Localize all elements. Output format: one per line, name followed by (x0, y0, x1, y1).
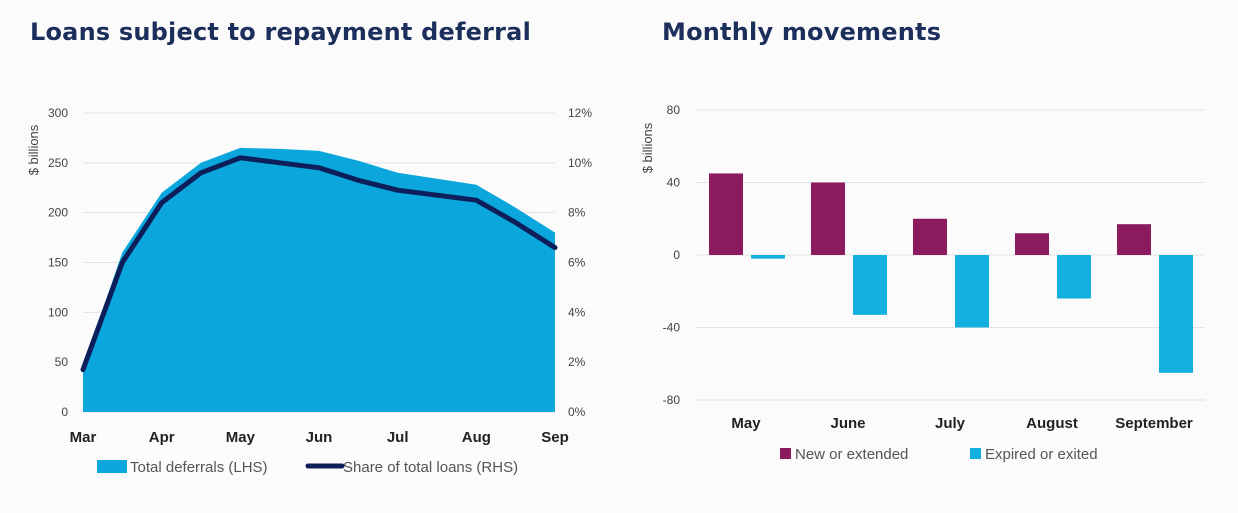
legend-swatch-new-or-extended (780, 448, 791, 459)
left-y-tick-label: 200 (48, 206, 68, 220)
left-y-tick-label: 50 (55, 355, 69, 369)
legend-label-new-or-extended: New or extended (795, 446, 908, 463)
legend-swatch-total-deferrals (97, 460, 127, 473)
left-y-tick-label: 250 (48, 156, 68, 170)
left-x-tick-label: Aug (462, 429, 491, 446)
bar-expired-or-exited (955, 255, 989, 328)
share-of-loans-point (396, 188, 400, 192)
share-of-loans-point (81, 368, 85, 372)
left-x-tick-label: Jun (306, 429, 333, 446)
right-chart-title: Monthly movements (662, 18, 942, 46)
left-legend: Total deferrals (LHS) Share of total loan… (97, 459, 518, 476)
right-chart-y-axis-ticks: 80 40 0 -40 -80 (663, 103, 681, 407)
bar-expired-or-exited (1159, 255, 1193, 373)
left-x-tick-label: May (226, 429, 256, 446)
legend-label-share-of-loans: Share of total loans (RHS) (343, 459, 518, 476)
right-y-tick-label: 6% (568, 256, 586, 270)
bar-new-or-extended (811, 182, 845, 255)
bar-expired-or-exited (853, 255, 887, 315)
right-y-tick-label: 4% (568, 305, 586, 319)
right-legend: New or extended Expired or exited (780, 446, 1098, 463)
left-y-axis-ticks: 0 50 100 150 200 250 300 (48, 106, 68, 419)
share-of-loans-point (317, 166, 321, 170)
bar-new-or-extended (1117, 224, 1151, 255)
left-x-tick-label: Apr (149, 429, 175, 446)
right-chart-y-tick-label: -40 (663, 321, 681, 335)
share-of-loans-point (199, 171, 203, 175)
movement-bars (709, 173, 1193, 373)
left-chart-title: Loans subject to repayment deferral (30, 18, 531, 46)
bar-new-or-extended (913, 218, 947, 255)
right-y-axis-ticks: 0% 2% 4% 6% 8% 10% 12% (568, 106, 592, 419)
share-of-loans-point (474, 198, 478, 202)
right-x-tick-label: August (1026, 415, 1078, 432)
right-x-tick-label: July (935, 415, 966, 432)
left-y-tick-label: 100 (48, 305, 68, 319)
share-of-loans-line (80, 155, 558, 373)
right-y-tick-label: 2% (568, 355, 586, 369)
share-of-loans-point (160, 201, 164, 205)
right-y-tick-label: 0% (568, 405, 586, 419)
left-y-tick-label: 300 (48, 106, 68, 120)
share-of-loans-point (553, 246, 557, 250)
bar-expired-or-exited (751, 255, 785, 259)
left-y-axis-label: $ billions (26, 124, 41, 175)
legend-label-total-deferrals: Total deferrals (LHS) (130, 459, 268, 476)
legend-swatch-expired-or-exited (970, 448, 981, 459)
left-x-tick-label: Jul (387, 429, 409, 446)
bar-expired-or-exited (1057, 255, 1091, 299)
right-y-tick-label: 8% (568, 206, 586, 220)
share-of-loans-point (435, 193, 439, 197)
right-chart-y-tick-label: 80 (667, 103, 681, 117)
right-x-tick-label: June (830, 415, 865, 432)
left-y-tick-label: 0 (61, 405, 68, 419)
right-x-tick-label: September (1115, 415, 1193, 432)
share-of-loans-point (356, 178, 360, 182)
share-of-loans-point (278, 161, 282, 165)
right-chart-y-tick-label: -80 (663, 393, 681, 407)
left-y-tick-label: 150 (48, 256, 68, 270)
legend-label-expired-or-exited: Expired or exited (985, 446, 1098, 463)
left-x-axis-ticks: Mar Apr May Jun Jul Aug Sep (70, 429, 569, 446)
right-chart-y-tick-label: 40 (667, 176, 681, 190)
right-chart-x-axis-ticks: May June July August September (731, 415, 1193, 432)
monthly-movements-bar-chart: 80 40 0 -40 -80 May June July August September $… (640, 103, 1205, 463)
share-of-loans-point (514, 221, 518, 225)
share-of-loans-point (238, 156, 242, 160)
deferral-area-chart: 0 50 100 150 200 250 300 0% 2% 4% 6% 8% 10% 12% Mar A… (26, 106, 592, 476)
bar-new-or-extended (709, 173, 743, 255)
left-x-tick-label: Mar (70, 429, 97, 446)
right-y-tick-label: 10% (568, 156, 592, 170)
left-x-tick-label: Sep (541, 429, 569, 446)
share-of-loans-point (120, 261, 124, 264)
total-deferrals-area (83, 147, 555, 412)
total-deferrals-area-shape (83, 147, 555, 412)
right-chart-y-tick-label: 0 (673, 248, 680, 262)
right-chart-y-axis-label: $ billions (640, 122, 655, 173)
right-x-tick-label: May (731, 415, 761, 432)
bar-new-or-extended (1015, 233, 1049, 255)
right-y-tick-label: 12% (568, 106, 592, 120)
